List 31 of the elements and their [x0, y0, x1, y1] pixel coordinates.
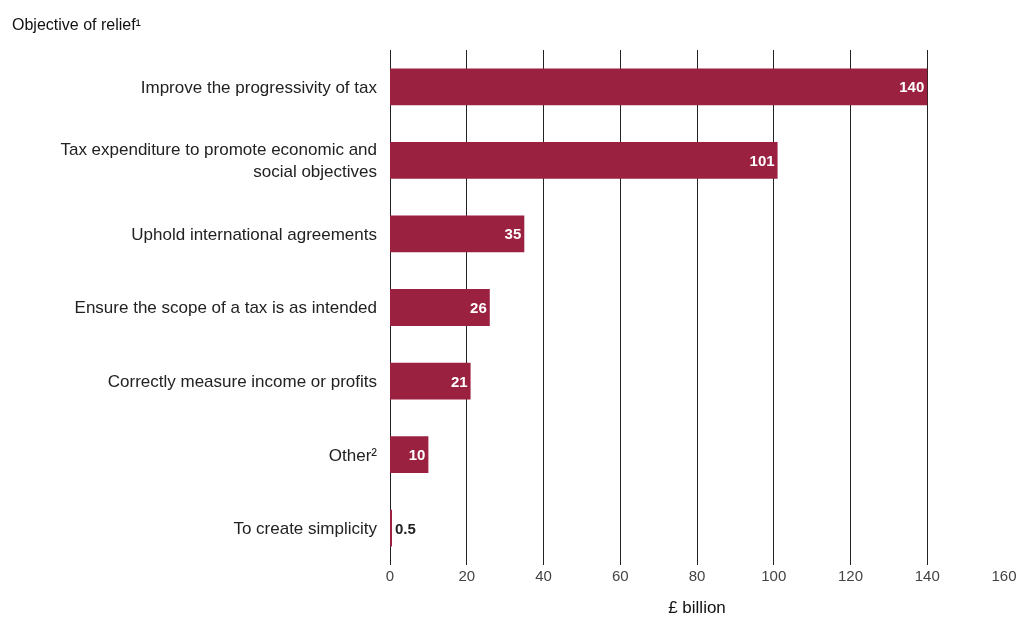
- y-tick-label: Improve the progressivity of tax: [140, 77, 378, 97]
- y-tick-label: Tax expenditure to promote economic and social objectives: [60, 140, 377, 182]
- x-tick-label: 140: [914, 567, 940, 584]
- bar: [390, 436, 429, 474]
- y-tick-label: Correctly measure income or profits: [107, 372, 377, 392]
- data-label: 101: [749, 151, 775, 169]
- x-tick-label: 0: [385, 567, 395, 584]
- data-label: 10: [408, 446, 426, 464]
- y-tick-label: Other²: [328, 445, 378, 465]
- data-label: 26: [470, 299, 487, 316]
- data-label: 0.5: [395, 519, 416, 537]
- data-label: 35: [504, 225, 522, 243]
- bar: [390, 289, 490, 326]
- y-tick-label: To create simplicity: [233, 519, 378, 539]
- x-tick-label: 160: [991, 567, 1017, 584]
- x-axis-title: £ billion: [668, 598, 726, 618]
- x-tick-label: 60: [611, 567, 629, 584]
- data-label: 21: [450, 372, 468, 390]
- bar: [390, 68, 928, 106]
- x-tick-label: 40: [535, 567, 552, 584]
- bar: [390, 362, 471, 400]
- x-tick-label: 120: [837, 567, 864, 584]
- y-tick-label: Ensure the scope of a tax is as intended: [74, 298, 377, 318]
- x-tick-label: 100: [761, 567, 787, 584]
- y-tick-label: Uphold international agreements: [131, 224, 377, 244]
- y-axis-title: Objective of relief¹: [12, 16, 141, 33]
- bar: [390, 215, 525, 253]
- bar: [390, 141, 778, 179]
- x-tick-label: 20: [458, 567, 476, 584]
- data-label: 140: [899, 78, 925, 96]
- x-tick-label: 80: [688, 567, 706, 584]
